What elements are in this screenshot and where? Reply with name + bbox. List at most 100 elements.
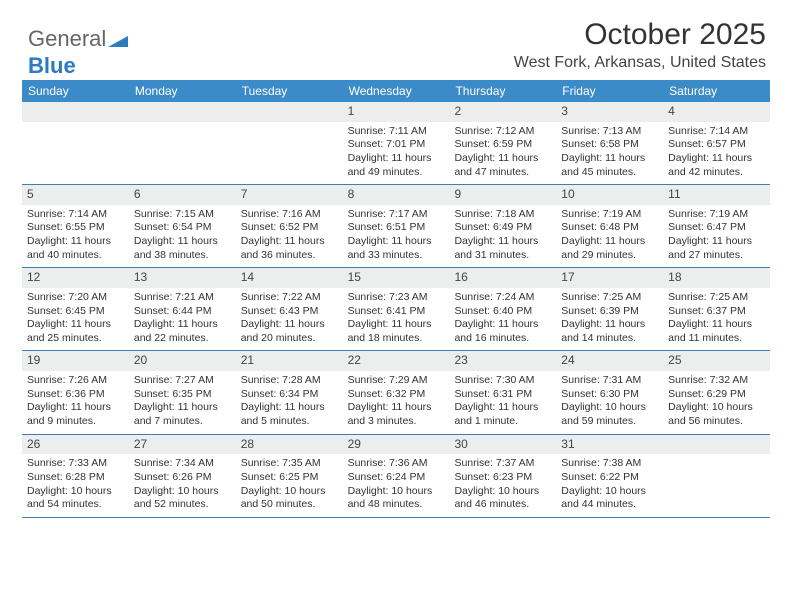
sunset-line: Sunset: 6:36 PM (27, 388, 124, 402)
daylight-line: Daylight: 11 hours and 33 minutes. (348, 235, 445, 262)
day-number: 15 (343, 268, 450, 288)
daylight-line: Daylight: 11 hours and 36 minutes. (241, 235, 338, 262)
day-header: Sunday (22, 80, 129, 102)
daylight-line: Daylight: 10 hours and 48 minutes. (348, 485, 445, 512)
logo-triangle-icon (108, 27, 128, 53)
day-number: 27 (129, 435, 236, 455)
daylight-line: Daylight: 10 hours and 46 minutes. (454, 485, 551, 512)
daylight-line: Daylight: 11 hours and 27 minutes. (668, 235, 765, 262)
sunset-line: Sunset: 6:43 PM (241, 305, 338, 319)
day-cell: 31 Sunrise: 7:38 AMSunset: 6:22 PMDayligh… (556, 435, 663, 517)
day-number: 11 (663, 185, 770, 205)
sunset-line: Sunset: 6:34 PM (241, 388, 338, 402)
sunrise-line: Sunrise: 7:38 AM (561, 457, 658, 471)
day-body (663, 454, 770, 462)
daylight-line: Daylight: 10 hours and 44 minutes. (561, 485, 658, 512)
sunset-line: Sunset: 7:01 PM (348, 138, 445, 152)
day-number: 17 (556, 268, 663, 288)
day-number: 22 (343, 351, 450, 371)
sunrise-line: Sunrise: 7:35 AM (241, 457, 338, 471)
day-number: 23 (449, 351, 556, 371)
sunset-line: Sunset: 6:44 PM (134, 305, 231, 319)
day-cell: 11Sunrise: 7:19 AMSunset: 6:47 PMDayligh… (663, 185, 770, 267)
day-number (663, 435, 770, 455)
day-body: Sunrise: 7:19 AMSunset: 6:47 PMDaylight:… (663, 205, 770, 268)
calendar: SundayMondayTuesdayWednesdayThursdayFrid… (22, 80, 770, 518)
sunrise-line: Sunrise: 7:13 AM (561, 125, 658, 139)
sunrise-line: Sunrise: 7:11 AM (348, 125, 445, 139)
day-body: Sunrise: 7:14 AMSunset: 6:57 PMDaylight:… (663, 122, 770, 185)
day-cell: 4Sunrise: 7:14 AMSunset: 6:57 PMDaylight… (663, 102, 770, 184)
day-body: Sunrise: 7:21 AMSunset: 6:44 PMDaylight:… (129, 288, 236, 351)
daylight-line: Daylight: 10 hours and 56 minutes. (668, 401, 765, 428)
day-cell: 8Sunrise: 7:17 AMSunset: 6:51 PMDaylight… (343, 185, 450, 267)
day-number: 6 (129, 185, 236, 205)
day-cell: 22Sunrise: 7:29 AMSunset: 6:32 PMDayligh… (343, 351, 450, 433)
day-number: 7 (236, 185, 343, 205)
sunrise-line: Sunrise: 7:20 AM (27, 291, 124, 305)
day-number: 14 (236, 268, 343, 288)
sunrise-line: Sunrise: 7:33 AM (27, 457, 124, 471)
day-body: Sunrise: 7:35 AMSunset: 6:25 PMDaylight:… (236, 454, 343, 517)
day-cell: 16Sunrise: 7:24 AMSunset: 6:40 PMDayligh… (449, 268, 556, 350)
day-body: Sunrise: 7:19 AMSunset: 6:48 PMDaylight:… (556, 205, 663, 268)
sunset-line: Sunset: 6:48 PM (561, 221, 658, 235)
logo-part1: General (28, 26, 106, 51)
day-number: 26 (22, 435, 129, 455)
daylight-line: Daylight: 10 hours and 50 minutes. (241, 485, 338, 512)
daylight-line: Daylight: 10 hours and 59 minutes. (561, 401, 658, 428)
day-body: Sunrise: 7:13 AMSunset: 6:58 PMDaylight:… (556, 122, 663, 185)
day-header: Friday (556, 80, 663, 102)
day-number: 10 (556, 185, 663, 205)
day-cell: 28Sunrise: 7:35 AMSunset: 6:25 PMDayligh… (236, 435, 343, 517)
daylight-line: Daylight: 10 hours and 54 minutes. (27, 485, 124, 512)
sunrise-line: Sunrise: 7:26 AM (27, 374, 124, 388)
logo: General Blue (28, 26, 128, 79)
week-row: 26Sunrise: 7:33 AMSunset: 6:28 PMDayligh… (22, 435, 770, 518)
day-cell: 1Sunrise: 7:11 AMSunset: 7:01 PMDaylight… (343, 102, 450, 184)
sunset-line: Sunset: 6:29 PM (668, 388, 765, 402)
day-body: Sunrise: 7:27 AMSunset: 6:35 PMDaylight:… (129, 371, 236, 434)
sunrise-line: Sunrise: 7:27 AM (134, 374, 231, 388)
day-cell: 10Sunrise: 7:19 AMSunset: 6:48 PMDayligh… (556, 185, 663, 267)
day-cell (663, 435, 770, 517)
day-body: Sunrise: 7:15 AMSunset: 6:54 PMDaylight:… (129, 205, 236, 268)
sunrise-line: Sunrise: 7:29 AM (348, 374, 445, 388)
day-number (236, 102, 343, 122)
sunrise-line: Sunrise: 7:19 AM (561, 208, 658, 222)
sunset-line: Sunset: 6:23 PM (454, 471, 551, 485)
sunset-line: Sunset: 6:57 PM (668, 138, 765, 152)
day-header: Thursday (449, 80, 556, 102)
sunrise-line: Sunrise: 7:16 AM (241, 208, 338, 222)
sunrise-line: Sunrise: 7:34 AM (134, 457, 231, 471)
day-cell: 7Sunrise: 7:16 AMSunset: 6:52 PMDaylight… (236, 185, 343, 267)
day-number: 28 (236, 435, 343, 455)
day-cell: 12Sunrise: 7:20 AMSunset: 6:45 PMDayligh… (22, 268, 129, 350)
sunset-line: Sunset: 6:45 PM (27, 305, 124, 319)
daylight-line: Daylight: 11 hours and 7 minutes. (134, 401, 231, 428)
day-number: 5 (22, 185, 129, 205)
sunrise-line: Sunrise: 7:25 AM (668, 291, 765, 305)
day-header: Wednesday (343, 80, 450, 102)
daylight-line: Daylight: 11 hours and 18 minutes. (348, 318, 445, 345)
day-cell: 24Sunrise: 7:31 AMSunset: 6:30 PMDayligh… (556, 351, 663, 433)
day-cell: 29Sunrise: 7:36 AMSunset: 6:24 PMDayligh… (343, 435, 450, 517)
daylight-line: Daylight: 11 hours and 38 minutes. (134, 235, 231, 262)
day-body: Sunrise: 7:29 AMSunset: 6:32 PMDaylight:… (343, 371, 450, 434)
daylight-line: Daylight: 11 hours and 16 minutes. (454, 318, 551, 345)
day-cell: 5Sunrise: 7:14 AMSunset: 6:55 PMDaylight… (22, 185, 129, 267)
day-number: 1 (343, 102, 450, 122)
daylight-line: Daylight: 11 hours and 40 minutes. (27, 235, 124, 262)
day-number: 13 (129, 268, 236, 288)
day-body: Sunrise: 7:31 AMSunset: 6:30 PMDaylight:… (556, 371, 663, 434)
day-cell: 6Sunrise: 7:15 AMSunset: 6:54 PMDaylight… (129, 185, 236, 267)
sunrise-line: Sunrise: 7:36 AM (348, 457, 445, 471)
sunrise-line: Sunrise: 7:30 AM (454, 374, 551, 388)
day-header: Saturday (663, 80, 770, 102)
day-cell: 20Sunrise: 7:27 AMSunset: 6:35 PMDayligh… (129, 351, 236, 433)
week-row: 1Sunrise: 7:11 AMSunset: 7:01 PMDaylight… (22, 102, 770, 185)
day-number: 31 (556, 435, 663, 455)
day-body: Sunrise: 7:17 AMSunset: 6:51 PMDaylight:… (343, 205, 450, 268)
sunset-line: Sunset: 6:24 PM (348, 471, 445, 485)
sunset-line: Sunset: 6:22 PM (561, 471, 658, 485)
